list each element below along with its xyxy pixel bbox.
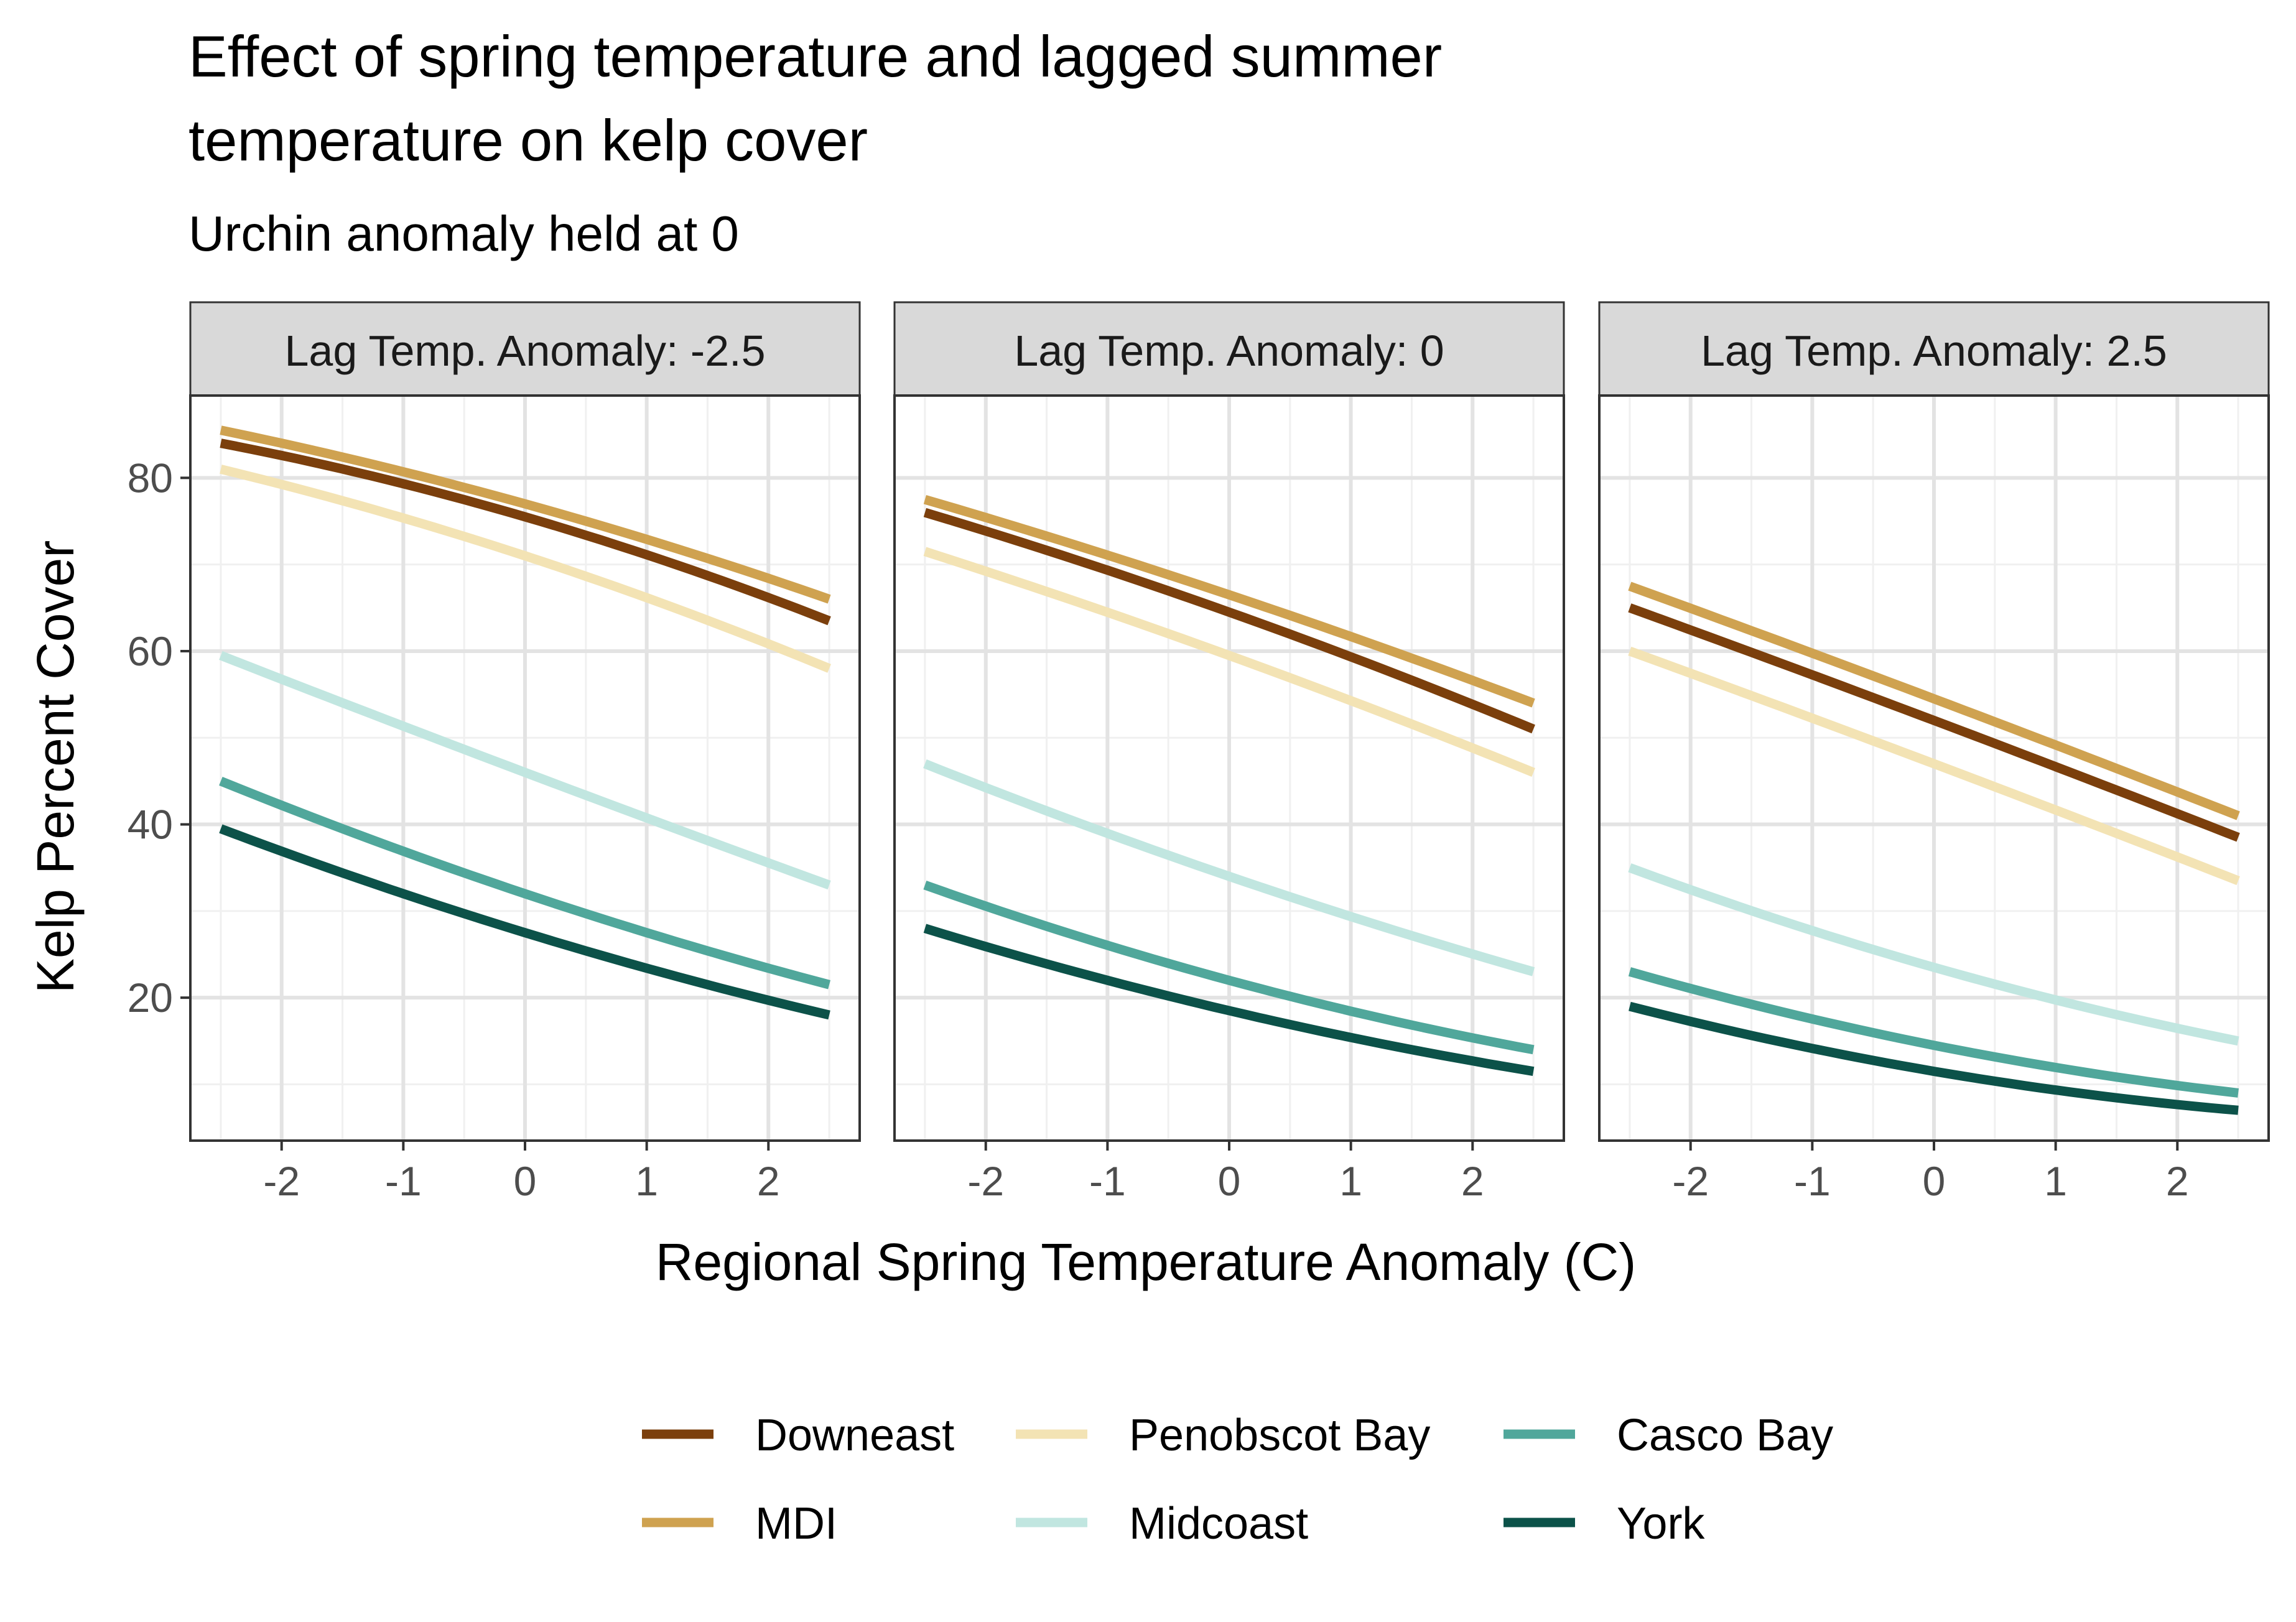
x-tick-label: 1: [2044, 1158, 2067, 1204]
facet-panels: Lag Temp. Anomaly: -2.5-2 -1 0 1 220406080La…: [128, 301, 2270, 1204]
series-line-york: [923, 924, 1535, 1076]
y-tick-label: 40: [128, 802, 173, 848]
x-tick-label: 1: [635, 1158, 658, 1204]
facet-strip: [1598, 301, 2270, 397]
series-line-york: [1629, 1001, 2239, 1115]
series-line-downeast: [1628, 603, 2240, 842]
x-tick-label: -1: [1089, 1158, 1126, 1204]
x-tick-label: -2: [263, 1158, 300, 1204]
x-tick-label: 0: [514, 1158, 537, 1204]
y-tick-label: 80: [128, 455, 173, 501]
legend: Downeast MDI Penobscot Bay Midcoast Casco Ba…: [642, 1411, 1833, 1549]
chart-title-line-1: Effect of spring temperature and lagged …: [188, 24, 1442, 89]
series-line-penobscot-bay: [220, 465, 831, 673]
facet-panel-2: Lag Temp. Anomaly: 0 -2 -1 0 1 2: [893, 301, 1565, 1204]
facet-strip: [189, 301, 861, 397]
series-line-midcoast: [219, 651, 831, 890]
y-axis-label: Kelp Percent Cover: [26, 540, 85, 993]
facet-strip-label: Lag Temp. Anomaly: 0: [1014, 327, 1444, 375]
legend-item-mdi: MDI: [642, 1499, 837, 1549]
series-line-downeast: [923, 507, 1535, 734]
x-tick-label: 2: [2166, 1158, 2189, 1204]
series-line-casco-bay: [219, 776, 831, 989]
legend-item-midcoast: Midcoast: [1016, 1499, 1308, 1549]
series-line-mdi: [923, 494, 1535, 708]
x-tick-label: 0: [1218, 1158, 1241, 1204]
x-tick-label: 2: [757, 1158, 780, 1204]
series-line-penobscot-bay: [1628, 646, 2240, 886]
y-tick-label: 20: [128, 975, 173, 1021]
x-tick-label: 2: [1461, 1158, 1484, 1204]
x-tick-label: -2: [1672, 1158, 1709, 1204]
x-tick-label: 1: [1339, 1158, 1362, 1204]
legend-label: York: [1617, 1499, 1705, 1549]
legend-item-york: York: [1504, 1499, 1705, 1549]
x-tick-label: 0: [1923, 1158, 1946, 1204]
series-line-midcoast: [1628, 863, 2239, 1046]
chart-title-line-2: temperature on kelp cover: [188, 108, 868, 173]
legend-label: Casco Bay: [1617, 1411, 1833, 1460]
series-line-york: [219, 824, 830, 1020]
x-axis-label: Regional Spring Temperature Anomaly (C): [656, 1233, 1637, 1291]
facet-panel-1: Lag Temp. Anomaly: -2.5 -2 -1 0 1 2 20 40 60 80: [128, 301, 861, 1204]
legend-item-casco-bay: Casco Bay: [1504, 1411, 1833, 1460]
series-line-downeast: [220, 438, 831, 626]
y-tick-label: 60: [128, 628, 173, 674]
x-tick-label: -1: [385, 1158, 422, 1204]
legend-label: MDI: [755, 1499, 837, 1549]
x-tick-label: -1: [1794, 1158, 1831, 1204]
chart-subtitle: Urchin anomaly held at 0: [188, 206, 739, 261]
facet-strip-label: Lag Temp. Anomaly: -2.5: [284, 327, 765, 375]
series-line-midcoast: [923, 759, 1535, 976]
facet-panel-3: Lag Temp. Anomaly: 2.5 -2 -1 0 1 2: [1598, 301, 2270, 1204]
legend-label: Midcoast: [1129, 1499, 1308, 1549]
x-tick-label: -2: [967, 1158, 1004, 1204]
series-line-casco-bay: [923, 881, 1535, 1055]
facet-strip: [893, 301, 1565, 397]
legend-label: Downeast: [755, 1411, 954, 1460]
legend-label: Penobscot Bay: [1129, 1411, 1430, 1460]
series-line-casco-bay: [1628, 967, 2239, 1098]
series-line-mdi: [1628, 582, 2240, 820]
series-line-mdi: [220, 425, 831, 604]
legend-item-downeast: Downeast: [642, 1411, 954, 1460]
legend-item-penobscot-bay: Penobscot Bay: [1016, 1411, 1430, 1460]
facet-strip-label: Lag Temp. Anomaly: 2.5: [1701, 327, 2167, 375]
series-line-penobscot-bay: [923, 547, 1535, 777]
